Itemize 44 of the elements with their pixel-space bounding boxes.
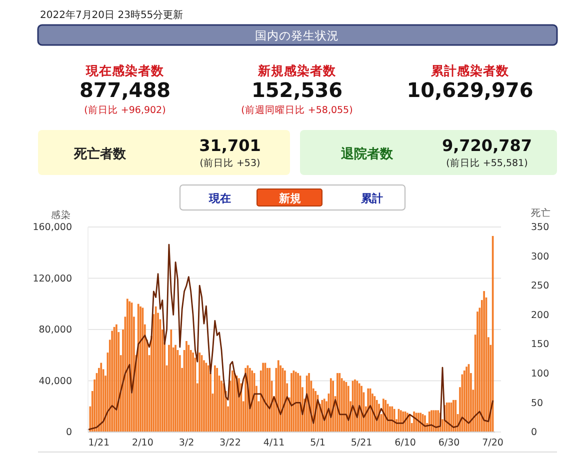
y2-axis-title: 死亡 (531, 207, 551, 219)
x-tick-label: 3/22 (220, 438, 241, 449)
x-tick-label: 5/21 (350, 438, 372, 449)
text: (前日比 +96,902) (84, 104, 166, 116)
x-tick-label: 2/10 (132, 438, 154, 449)
y2-tick-label: 50 (531, 398, 544, 409)
text: 新規 (278, 192, 301, 205)
text: 退院者数 (340, 146, 394, 162)
y2-tick-label: 350 (531, 222, 550, 234)
y2-tick-label: 150 (531, 339, 550, 350)
text: 31,701 (199, 136, 261, 155)
y2-tick-label: 250 (531, 280, 550, 292)
text: 9,720,787 (442, 136, 532, 155)
text: 累計 (360, 192, 383, 205)
text: (前週同曜日比 +58,055) (241, 104, 353, 116)
text: 152,536 (251, 78, 343, 102)
x-tick-label: 3/2 (178, 438, 194, 449)
x-tick-label: 5/1 (310, 438, 326, 449)
text: 死亡者数 (73, 146, 127, 162)
text: 877,488 (79, 78, 171, 102)
text: 現在感染者数 (85, 63, 165, 78)
text: 現在 (208, 192, 231, 205)
text: 新規感染者数 (257, 63, 337, 78)
y2-tick-label: 100 (531, 368, 550, 380)
y-tick-label: 120,000 (32, 273, 72, 284)
y-tick-label: 40,000 (38, 376, 72, 387)
x-tick-label: 1/21 (88, 438, 110, 449)
y2-tick-label: 0 (531, 427, 538, 438)
x-tick-label: 6/10 (394, 438, 416, 449)
y2-tick-label: 200 (531, 310, 550, 321)
text: 累計感染者数 (430, 63, 510, 78)
text: (前日比 +53) (200, 157, 260, 169)
y-axis-title: 感染 (51, 209, 71, 221)
text: 国内の発生状況 (255, 28, 339, 42)
text: (前日比 +55,581) (446, 157, 528, 169)
x-tick-label: 6/30 (438, 438, 460, 449)
x-tick-label: 7/20 (482, 438, 504, 449)
y2-tick-label: 300 (531, 251, 550, 262)
text: 2022年7月20日 23時55分更新 (40, 9, 184, 21)
y-tick-label: 80,000 (38, 324, 72, 336)
y-tick-label: 160,000 (32, 222, 72, 234)
y-tick-label: 0 (66, 427, 72, 438)
text: 10,629,976 (406, 78, 534, 102)
x-tick-label: 4/11 (263, 438, 285, 449)
